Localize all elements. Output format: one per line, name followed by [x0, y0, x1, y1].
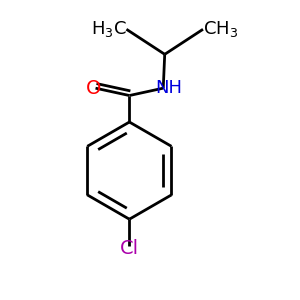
Text: $\mathregular{CH_3}$: $\mathregular{CH_3}$ [203, 19, 238, 39]
Text: Cl: Cl [120, 238, 139, 257]
Text: $\mathregular{H_3C}$: $\mathregular{H_3C}$ [91, 19, 126, 39]
Text: O: O [85, 79, 101, 98]
Text: NH: NH [156, 79, 183, 97]
